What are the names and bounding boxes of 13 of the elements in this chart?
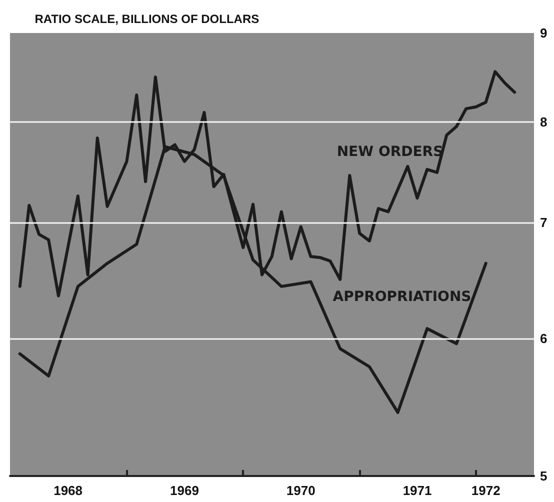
x-tick-label: 1970 [286, 483, 316, 498]
series-label: NEW ORDERS [336, 144, 444, 160]
x-tick-label: 1971 [402, 483, 432, 498]
y-tick-label: 9 [540, 26, 548, 40]
y-tick-label: 7 [540, 214, 548, 230]
x-tick-label: 1968 [54, 483, 83, 498]
y-tick-label: 6 [540, 331, 548, 346]
y-tick-label: 8 [540, 114, 548, 130]
x-tick-label: 1969 [170, 483, 199, 498]
series-label: APPROPRIATIONS [332, 289, 472, 305]
x-tick-label: 1972 [471, 483, 500, 498]
y-tick-label: 5 [540, 468, 548, 484]
y-axis-title: RATIO SCALE, BILLIONS OF DOLLARS [34, 12, 260, 26]
